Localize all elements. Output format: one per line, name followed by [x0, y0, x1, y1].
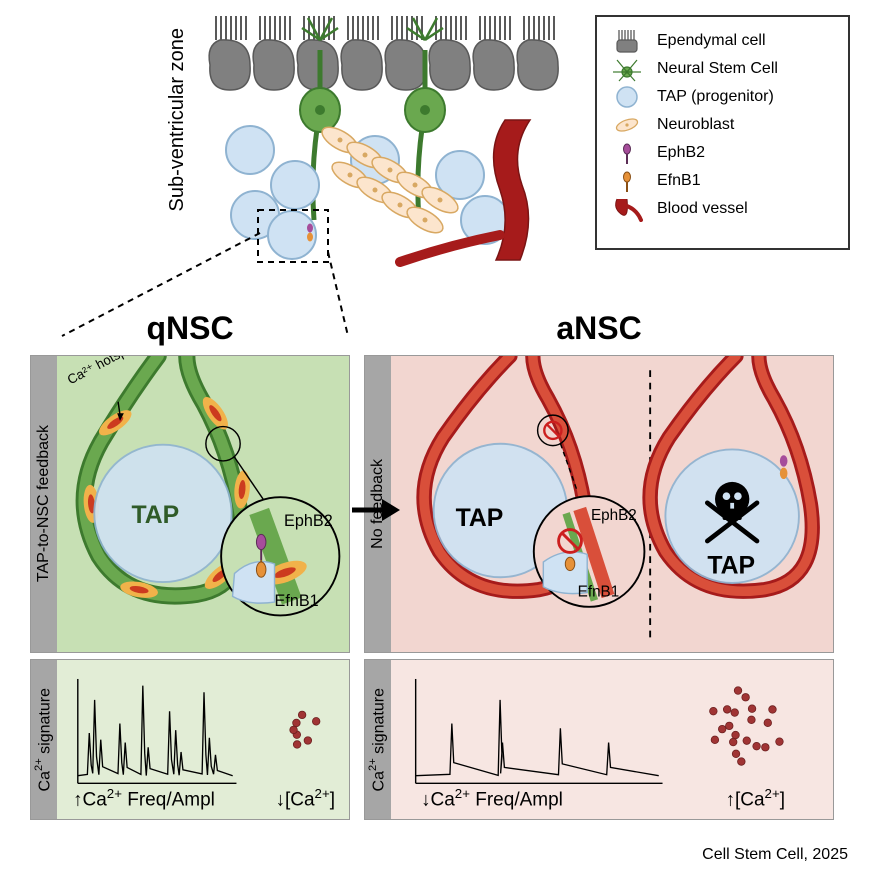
qnsc-feedback-sidebar: TAP-to-NSC feedback [31, 356, 57, 652]
efnb1-icon [607, 169, 647, 193]
legend-label: Neuroblast [657, 116, 734, 134]
svg-text:TAP: TAP [707, 552, 755, 579]
qnsc-signature-label: Ca2+ signature [33, 688, 54, 791]
ansc-feedback-panel: No feedback TAPEphB2EfnB1TAP [364, 355, 834, 653]
legend-label: Blood vessel [657, 200, 748, 218]
legend-row-efnb1: EfnB1 [607, 169, 838, 193]
tap-icon [607, 85, 647, 109]
qnsc-signature-body: ↑Ca2+ Freq/Ampl ↓[Ca2+] [57, 660, 349, 819]
qnsc-sig-right-text: ↓[Ca2+] [275, 786, 335, 811]
ephb2-icon [607, 141, 647, 165]
qnsc-title: qNSC [30, 310, 350, 347]
ansc-signature-panel: Ca2+ signature ↓Ca2+ Freq/Ampl ↑[Ca2+] [364, 659, 834, 820]
vessel-icon [607, 197, 647, 221]
qnsc-feedback-label: TAP-to-NSC feedback [35, 425, 53, 582]
legend-box: Ependymal cell Neural Stem Cell TAP (proge… [595, 15, 850, 250]
arrow-icon [350, 495, 400, 525]
ansc-signature-body: ↓Ca2+ Freq/Ampl ↑[Ca2+] [391, 660, 833, 819]
ansc-feedback-body: TAP EphB2 EfnB1 TAP [391, 356, 833, 652]
legend-row-tap: TAP (progenitor) [607, 85, 838, 109]
ansc-column: aNSC No feedback TAPEphB2EfnB1TAP Ca2+ s… [364, 310, 834, 820]
ansc-signature-label: Ca2+ signature [367, 688, 388, 791]
qnsc-signature-sidebar: Ca2+ signature [31, 660, 57, 819]
nsc-icon [607, 57, 647, 81]
qnsc-sig-left-text: ↑Ca2+ Freq/Ampl [73, 786, 215, 811]
legend-row-nsc: Neural Stem Cell [607, 57, 838, 81]
ansc-signature-sidebar: Ca2+ signature [365, 660, 391, 819]
legend-row-neuroblast: Neuroblast [607, 113, 838, 137]
qnsc-column: qNSC TAP-to-NSC feedback TAPCa²⁺ hotspot… [30, 310, 350, 820]
figure-canvas: Sub-ventricular zone Ependymal cell Neura… [0, 0, 870, 876]
lower-panels: qNSC TAP-to-NSC feedback TAPCa²⁺ hotspot… [30, 310, 840, 820]
qnsc-signature-panel: Ca2+ signature ↑Ca2+ Freq/Ampl ↓[Ca2+] [30, 659, 350, 820]
legend-label: EfnB1 [657, 172, 701, 190]
legend-label: EphB2 [657, 144, 705, 162]
svg-text:TAP: TAP [456, 505, 504, 532]
svg-text:EfnB1: EfnB1 [578, 583, 620, 600]
svg-text:EphB2: EphB2 [284, 512, 333, 530]
ependymal-icon [607, 29, 647, 53]
figure-credit: Cell Stem Cell, 2025 [702, 846, 848, 864]
svz-axis-label: Sub-ventricular zone [166, 28, 189, 211]
neuroblast-icon [607, 113, 647, 137]
svg-text:EphB2: EphB2 [591, 507, 637, 524]
svg-text:TAP: TAP [131, 502, 179, 529]
legend-row-ependymal: Ependymal cell [607, 29, 838, 53]
legend-row-vessel: Blood vessel [607, 197, 838, 221]
legend-label: TAP (progenitor) [657, 88, 774, 106]
legend-label: Neural Stem Cell [657, 60, 778, 78]
legend-label: Ependymal cell [657, 32, 766, 50]
qnsc-feedback-body: TAPCa²⁺ hotspotsEphB2EfnB1 [57, 356, 349, 652]
legend-row-ephb2: EphB2 [607, 141, 838, 165]
ansc-title: aNSC [364, 310, 834, 347]
qnsc-feedback-panel: TAP-to-NSC feedback TAPCa²⁺ hotspotsEphB… [30, 355, 350, 653]
svz-illustration [200, 10, 570, 270]
svg-text:EfnB1: EfnB1 [275, 592, 319, 610]
ansc-sig-right-text: ↑[Ca2+] [725, 786, 785, 811]
ansc-sig-left-text: ↓Ca2+ Freq/Ampl [421, 786, 563, 811]
